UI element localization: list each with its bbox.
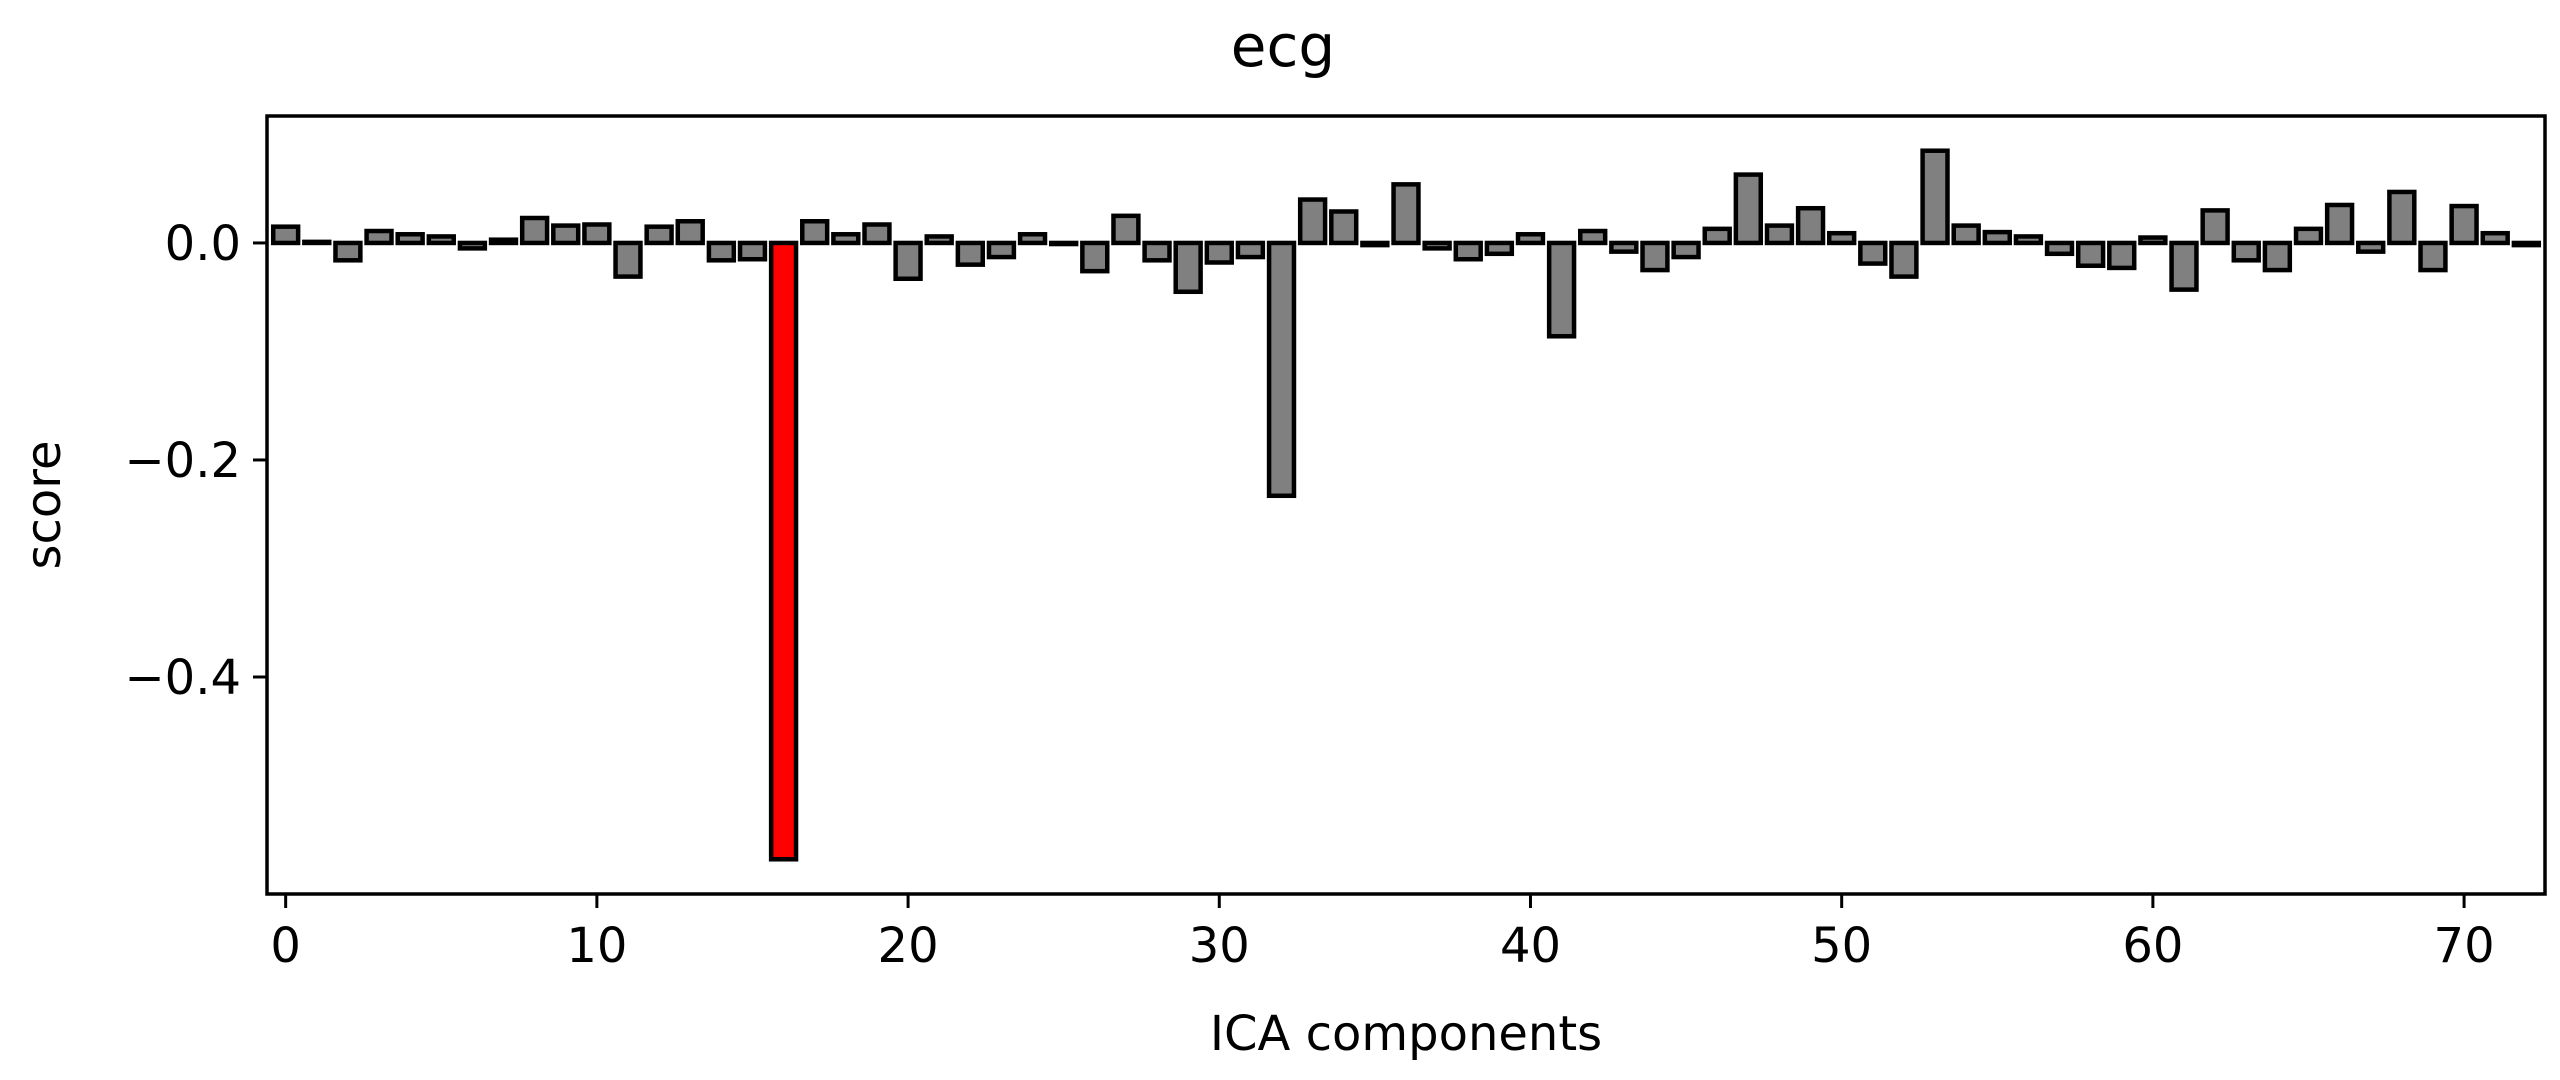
bar-25: [1048, 240, 1079, 247]
bar-66: [2324, 202, 2355, 246]
bar-35: [1360, 240, 1390, 248]
x-tick-label: 60: [2122, 918, 2183, 974]
y-tick-label: 0.0: [165, 216, 241, 272]
bar-68: [2387, 189, 2417, 246]
bar-19: [862, 222, 892, 246]
plot-area-frame: [265, 114, 2547, 896]
bar-8: [519, 215, 550, 246]
bar-3: [364, 228, 394, 246]
bar-0: [270, 224, 301, 246]
bar-71: [2480, 230, 2510, 246]
x-tick-label: 20: [878, 918, 939, 974]
bar-38: [1453, 240, 1483, 262]
bar-31: [1235, 240, 1266, 260]
x-tick-label: 40: [1500, 918, 1561, 974]
bar-6: [457, 240, 488, 251]
bar-32: [1266, 240, 1297, 499]
bar-49: [1795, 205, 1826, 246]
bar-65: [2293, 226, 2324, 246]
x-tick-label: 0: [270, 918, 301, 974]
bar-22: [955, 240, 986, 267]
bar-51: [1858, 240, 1888, 266]
bar-70: [2449, 203, 2479, 246]
bar-33: [1297, 197, 1328, 246]
bar-64: [2262, 240, 2293, 273]
bar-54: [1951, 223, 1981, 246]
bar-20: [893, 240, 923, 282]
bar-43: [1609, 240, 1639, 254]
bar-7: [488, 237, 519, 246]
bar-63: [2231, 240, 2261, 263]
bar-34: [1329, 209, 1359, 246]
bar-18: [831, 232, 861, 246]
bar-9: [551, 223, 581, 246]
bar-47: [1733, 172, 1764, 246]
bar-39: [1484, 240, 1515, 257]
bar-17: [800, 219, 830, 246]
bar-12: [644, 224, 674, 246]
bar-50: [1826, 230, 1857, 246]
bar-52: [1889, 240, 1919, 279]
bar-69: [2418, 240, 2448, 273]
y-axis-ticks: 0.0 −0.2 −0.4: [124, 216, 267, 706]
y-axis-label: score: [16, 441, 72, 570]
bar-40: [1515, 232, 1546, 246]
bar-58: [2075, 240, 2106, 268]
bar-57: [2044, 240, 2075, 257]
bar-27: [1111, 213, 1141, 246]
bar-highlighted-16: [768, 240, 799, 862]
bar-60: [2138, 235, 2168, 246]
bar-36: [1391, 182, 1421, 246]
bar-41: [1546, 240, 1577, 339]
chart-title: ecg: [1231, 12, 1335, 80]
x-tick-label: 50: [1811, 918, 1872, 974]
bar-67: [2356, 240, 2386, 254]
bar-59: [2107, 240, 2137, 271]
bar-5: [426, 234, 456, 246]
x-tick-label: 70: [2434, 918, 2495, 974]
x-tick-label: 30: [1189, 918, 1250, 974]
bar-23: [986, 240, 1017, 260]
bar-29: [1173, 240, 1203, 295]
bar-72: [2511, 240, 2542, 248]
bar-44: [1640, 240, 1670, 273]
bar-24: [1017, 232, 1048, 246]
bar-21: [924, 234, 954, 246]
y-tick-label: −0.2: [124, 433, 241, 489]
x-axis-label: ICA components: [1210, 1006, 1602, 1062]
bar-1: [302, 239, 332, 246]
bar-62: [2200, 208, 2230, 246]
bar-4: [395, 232, 425, 246]
bar-30: [1204, 240, 1234, 265]
bar-42: [1578, 228, 1608, 246]
bar-45: [1671, 240, 1701, 260]
bar-13: [675, 219, 705, 246]
bar-10: [582, 222, 612, 246]
bar-48: [1764, 223, 1795, 246]
bar-14: [706, 240, 737, 263]
x-tick-label: 10: [566, 918, 627, 974]
bar-56: [2013, 234, 2044, 246]
bar-11: [613, 240, 643, 279]
x-axis-ticks: 0 10 20 30 40 50 60 70: [270, 894, 2495, 974]
bar-26: [1080, 240, 1110, 274]
bar-61: [2169, 240, 2199, 292]
bar-53: [1920, 148, 1950, 246]
bar-46: [1702, 226, 1732, 246]
bar-37: [1422, 240, 1452, 251]
y-tick-label: −0.4: [124, 650, 241, 706]
bar-15: [737, 240, 768, 262]
bar-2: [333, 240, 363, 263]
bar-55: [1982, 229, 2012, 246]
bar-series: [270, 148, 2542, 862]
bar-28: [1142, 240, 1172, 263]
